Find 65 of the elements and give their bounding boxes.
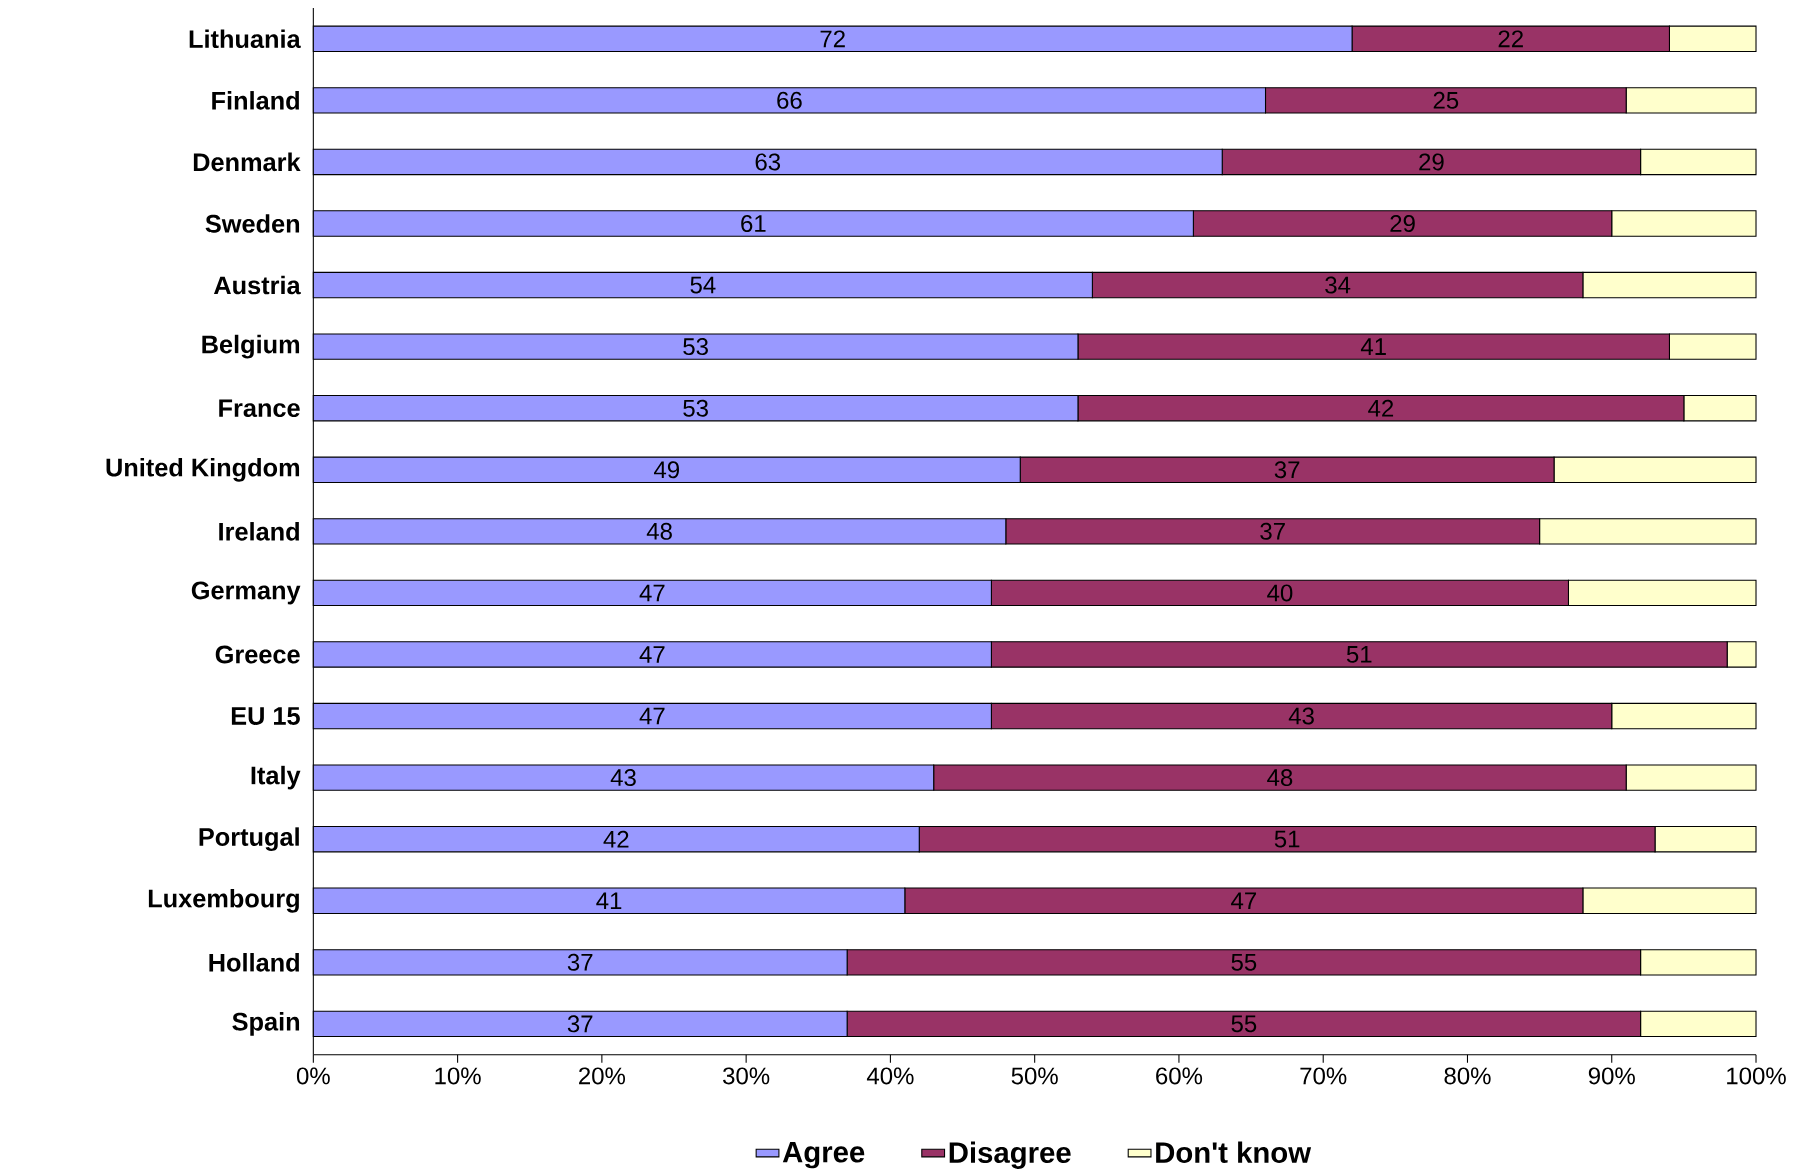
y-tick-label: EU 15 [231, 707, 300, 725]
y-tick-label: Lithuania [189, 29, 301, 49]
data-label: 51 [1274, 830, 1300, 848]
x-tick-label: 20% [579, 1067, 626, 1085]
data-label: 37 [567, 1015, 593, 1033]
data-label: 54 [690, 276, 716, 294]
x-tick-label: 50% [1011, 1067, 1058, 1085]
data-label: 25 [1433, 91, 1459, 109]
data-label: 51 [1346, 646, 1372, 663]
legend-label: Disagree [949, 1141, 1071, 1169]
y-tick-label: Sweden [205, 214, 300, 233]
data-label: 53 [683, 399, 708, 417]
y-tick-label: Greece [215, 645, 300, 664]
data-label: 43 [1288, 707, 1314, 725]
legend-label: Agree [782, 1141, 865, 1169]
x-tick-label: 90% [1588, 1067, 1635, 1085]
y-tick-label: Ireland [219, 522, 299, 541]
y-tick-label: France [219, 399, 300, 418]
y-tick-label: Germany [191, 581, 301, 605]
data-label: 66 [777, 91, 802, 109]
data-label: 48 [646, 522, 672, 540]
data-label: 42 [1368, 399, 1394, 417]
data-label: 41 [596, 892, 622, 909]
data-label: 47 [1231, 892, 1257, 909]
data-label: 48 [1267, 769, 1293, 787]
data-label: 29 [1419, 153, 1444, 171]
y-tick-label: Denmark [193, 152, 301, 172]
x-tick-label: 70% [1300, 1067, 1347, 1085]
x-tick-label: 0% [296, 1067, 330, 1085]
y-tick-label: United Kingdom [106, 457, 300, 482]
data-label: 22 [1498, 30, 1523, 48]
data-label: 41 [1360, 338, 1386, 355]
y-tick-label: Portugal [199, 827, 299, 852]
y-tick-label: Holland [209, 953, 299, 972]
data-label: 63 [755, 153, 781, 171]
x-tick-label: 80% [1444, 1067, 1491, 1085]
data-label: 29 [1390, 214, 1415, 232]
data-label: 37 [567, 953, 593, 971]
data-label: 37 [1274, 461, 1300, 479]
legend-label: Don't know [1156, 1141, 1312, 1163]
y-tick-label: Austria [213, 275, 301, 295]
data-label: 72 [820, 30, 845, 48]
y-tick-label: Spain [232, 1012, 300, 1036]
data-label: 37 [1260, 522, 1285, 540]
data-label: 47 [639, 584, 665, 602]
y-tick-label: Belgium [202, 334, 300, 359]
x-tick-label: 60% [1156, 1067, 1203, 1085]
data-label: 43 [610, 769, 636, 787]
y-tick-label: Luxembourg [148, 888, 299, 913]
data-label: 47 [639, 707, 665, 725]
y-tick-label: Italy [251, 765, 301, 790]
x-tick-label: 100% [1727, 1067, 1786, 1085]
data-label: 55 [1231, 1015, 1257, 1033]
data-label: 61 [741, 214, 766, 232]
data-label: 49 [653, 461, 679, 479]
x-tick-label: 40% [866, 1067, 914, 1085]
x-tick-label: 10% [435, 1067, 481, 1085]
data-label: 40 [1267, 584, 1293, 602]
data-label: 42 [603, 830, 629, 848]
data-label: 34 [1325, 276, 1351, 294]
y-tick-label: Finland [212, 91, 299, 110]
data-label: 53 [683, 338, 708, 356]
data-label: 55 [1231, 953, 1257, 971]
data-label: 47 [639, 646, 665, 663]
x-tick-label: 30% [723, 1067, 770, 1085]
